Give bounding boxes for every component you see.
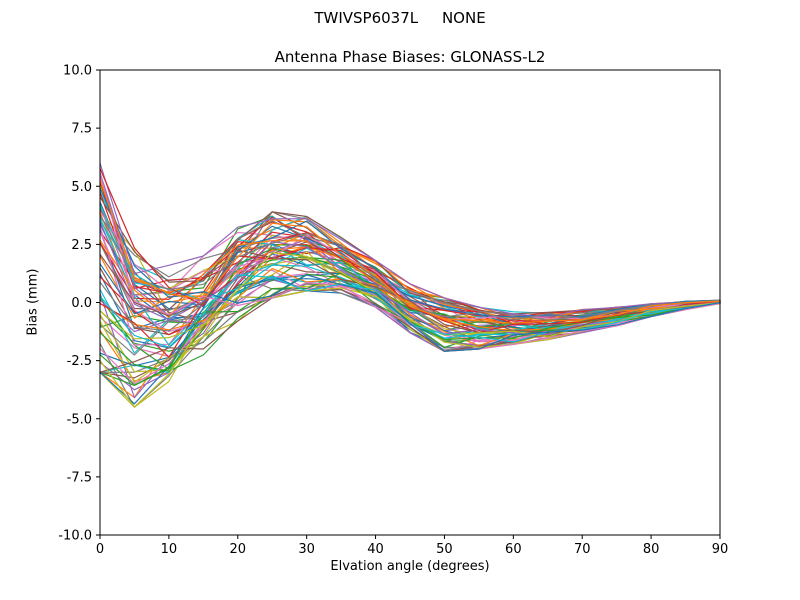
x-tick-label: 40 [367,542,384,557]
x-tick-label: 80 [643,542,660,557]
y-axis-label: Bias (mm) [25,268,41,336]
bias-series-line [99,179,721,324]
y-tick-label: -10.0 [58,529,92,544]
y-tick-label: 2.5 [71,238,92,253]
y-tick-label: -5.0 [67,412,92,427]
bias-series-line [99,187,721,352]
bias-series-line [99,225,721,405]
figure-title: TWIVSP6037L NONE [314,9,486,27]
x-tick-label: 0 [96,542,104,557]
x-tick-label: 20 [230,542,247,557]
y-tick-label: 7.5 [71,122,92,137]
y-tick-label: 5.0 [71,180,92,195]
y-tick-label: -2.5 [67,354,92,369]
x-axis-label: Elvation angle (degrees) [330,559,490,574]
x-tick-label: 30 [298,542,315,557]
bias-series-line [99,172,721,352]
x-tick-label: 10 [161,542,178,557]
y-tick-label: 0.0 [71,296,92,311]
axes-title: Antenna Phase Biases: GLONASS-L2 [274,48,546,66]
x-tick-label: 70 [574,542,591,557]
bias-series-line [99,162,721,318]
bias-series-line [99,274,721,348]
x-tick-label: 60 [505,542,522,557]
x-tick-label: 90 [712,542,729,557]
bias-series-line [99,248,721,370]
x-tick-label: 50 [436,542,453,557]
bias-series-line [99,249,721,334]
y-tick-label: -7.5 [67,470,92,485]
y-tick-label: 10.0 [63,64,92,79]
